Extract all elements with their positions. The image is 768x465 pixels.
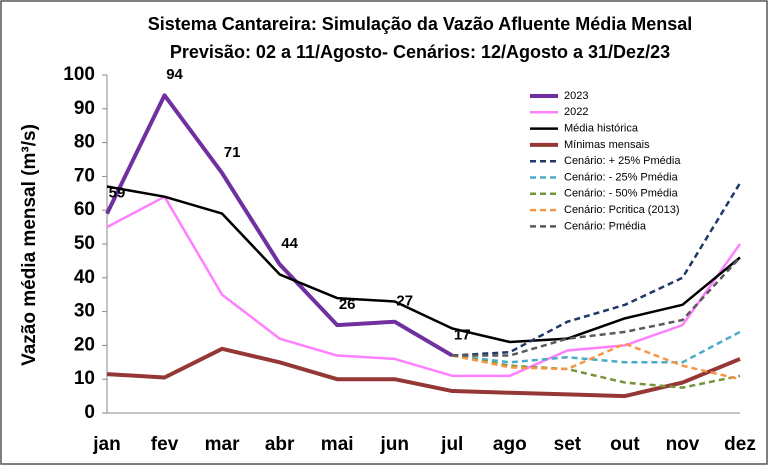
y-tick-label: 50 (74, 233, 95, 254)
data-label: 26 (339, 296, 356, 313)
legend-label: Mínimas mensais (564, 139, 650, 151)
y-tick-label: 40 (74, 267, 95, 288)
data-label: 71 (224, 144, 241, 161)
x-tick-label: abr (265, 434, 295, 455)
x-tick-label: jan (92, 434, 120, 455)
series-line (452, 182, 742, 357)
legend-label: Cenário: - 50% Pmédia (564, 188, 679, 200)
series-line (106, 185, 741, 344)
series-line (452, 342, 741, 381)
x-tick-label: mar (205, 434, 240, 455)
legend-label: Média histórica (564, 123, 639, 135)
y-tick-label: 0 (84, 402, 95, 423)
series-line (105, 93, 454, 358)
legend-label: Cenário: Pcritica (2013) (564, 204, 680, 216)
x-tick-label: nov (666, 434, 700, 455)
y-tick-label: 80 (74, 132, 95, 153)
series-line (106, 195, 742, 378)
y-tick-label: 90 (74, 98, 95, 119)
x-tick-label: jun (379, 434, 409, 455)
legend-label: Cenário: - 25% Pmédia (564, 171, 679, 183)
x-tick-label: mai (321, 434, 354, 455)
chart-title: Sistema Cantareira: Simulação da Vazão A… (148, 14, 693, 34)
chart-subtitle: Previsão: 02 a 11/Agosto- Cenários: 12/A… (170, 42, 670, 62)
legend-label: Cenário: Pmédia (564, 220, 647, 232)
y-tick-label: 60 (74, 199, 95, 220)
y-tick-label: 100 (63, 64, 95, 85)
y-tick-label: 20 (74, 334, 95, 355)
y-tick-label: 70 (74, 165, 95, 186)
x-tick-label: fev (151, 434, 179, 455)
y-axis-label: Vazão média mensal (m³/s) (19, 124, 40, 366)
x-tick-label: out (610, 434, 640, 455)
y-tick-label: 10 (74, 368, 95, 389)
y-tick-label: 30 (74, 301, 95, 322)
legend-label: 2022 (564, 106, 588, 118)
legend-label: Cenário: + 25% Pmédia (564, 155, 681, 167)
x-tick-label: jul (440, 434, 463, 455)
series-line (452, 330, 741, 364)
legend-label: 2023 (564, 90, 588, 102)
data-label: 94 (166, 66, 183, 83)
x-tick-label: dez (724, 434, 756, 455)
data-label: 44 (281, 235, 298, 252)
x-tick-label: ago (493, 434, 527, 455)
x-tick-label: set (554, 434, 582, 455)
series-line (452, 354, 741, 389)
series-line (106, 346, 741, 399)
